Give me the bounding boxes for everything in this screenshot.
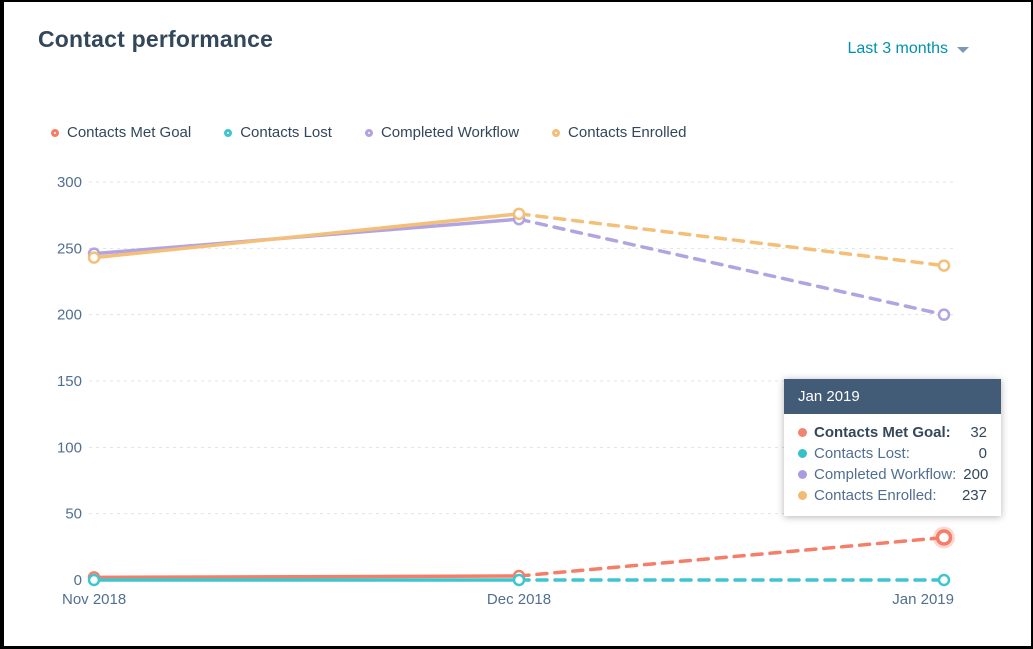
series-line-contacts-met-goal bbox=[92, 574, 521, 580]
caret-down-icon bbox=[957, 47, 969, 53]
chart-tooltip: Jan 2019 Contacts Met Goal: 32 Contacts Lo… bbox=[784, 379, 1001, 516]
legend-label: Completed Workflow bbox=[380, 124, 520, 141]
legend-marker-icon bbox=[364, 128, 373, 137]
tooltip-series-value: 237 bbox=[961, 487, 987, 504]
legend-item-contacts-met-goal[interactable]: Contacts Met Goal bbox=[51, 124, 191, 141]
tooltip-series-value: 200 bbox=[963, 466, 989, 483]
date-range-label: Last 3 months bbox=[847, 40, 949, 57]
series-dot-icon bbox=[798, 470, 807, 479]
data-point-marker-contacts-met-goal[interactable] bbox=[935, 529, 953, 546]
x-tick-label: Jan 2019 bbox=[892, 591, 954, 608]
data-point-marker-contacts-lost[interactable] bbox=[512, 573, 526, 587]
data-point-marker-contacts-enrolled[interactable] bbox=[512, 207, 526, 221]
contact-performance-chart[interactable]: 0 50 100 150 200 250 300 Nov 2018 Dec 2018 Jan 20… bbox=[4, 2, 1033, 649]
series-line-contacts-met-goal bbox=[517, 535, 946, 578]
legend-marker-icon bbox=[224, 128, 233, 137]
tooltip-row-contacts-met-goal-: Contacts Met Goal: 32 bbox=[798, 422, 987, 443]
legend-item-contacts-lost[interactable]: Contacts Lost bbox=[224, 124, 332, 141]
y-tick-label: 250 bbox=[57, 240, 82, 257]
y-tick-label: 300 bbox=[57, 174, 82, 191]
tooltip-series-label: Contacts Met Goal: bbox=[814, 424, 951, 441]
tooltip-series-value: 32 bbox=[970, 424, 987, 441]
x-tick-label: Nov 2018 bbox=[62, 591, 126, 608]
data-point-marker-contacts-lost[interactable] bbox=[87, 573, 101, 587]
series-dot-icon bbox=[798, 449, 807, 458]
legend-marker-icon bbox=[51, 128, 59, 137]
series-dot-icon bbox=[798, 428, 807, 437]
legend-label: Contacts Met Goal bbox=[67, 124, 192, 141]
chart-legend: Contacts Met Goal Contacts Lost Completed … bbox=[51, 124, 686, 141]
series-dot-icon bbox=[798, 491, 807, 500]
legend-item-completed-workflow[interactable]: Completed Workflow bbox=[364, 124, 520, 141]
legend-label: Contacts Lost bbox=[240, 124, 332, 141]
data-point-marker-completed-workflow[interactable] bbox=[937, 308, 951, 321]
y-tick-label: 150 bbox=[57, 373, 82, 390]
tooltip-series-label: Completed Workflow: bbox=[814, 466, 957, 483]
tooltip-title: Jan 2019 bbox=[784, 379, 1001, 414]
legend-label: Contacts Enrolled bbox=[568, 124, 687, 141]
data-point-marker-contacts-lost[interactable] bbox=[937, 573, 951, 587]
tooltip-series-label: Contacts Lost: bbox=[814, 445, 910, 462]
tooltip-row-completed-workflow-: Completed Workflow: 200 bbox=[798, 464, 989, 485]
series-line-contacts-enrolled bbox=[92, 212, 521, 260]
tooltip-row-contacts-enrolled-: Contacts Enrolled: 237 bbox=[798, 485, 987, 506]
legend-item-contacts-enrolled[interactable]: Contacts Enrolled bbox=[552, 124, 686, 141]
y-tick-label: 200 bbox=[57, 307, 82, 324]
series-line-contacts-enrolled bbox=[517, 212, 946, 268]
y-tick-label: 100 bbox=[57, 439, 82, 456]
data-point-marker-contacts-enrolled[interactable] bbox=[937, 259, 951, 272]
y-tick-label: 50 bbox=[65, 506, 82, 523]
series-line-completed-workflow bbox=[517, 217, 946, 317]
tooltip-body: Contacts Met Goal: 32 Contacts Lost: 0 Compl… bbox=[784, 414, 1001, 516]
x-tick-label: Dec 2018 bbox=[487, 591, 551, 608]
page-title: Contact performance bbox=[38, 26, 274, 52]
y-tick-label: 0 bbox=[74, 572, 82, 589]
tooltip-row-contacts-lost-: Contacts Lost: 0 bbox=[798, 443, 987, 464]
tooltip-series-value: 0 bbox=[978, 445, 987, 462]
date-range-selector[interactable]: Last 3 months bbox=[847, 40, 969, 58]
legend-marker-icon bbox=[552, 128, 561, 137]
tooltip-series-label: Contacts Enrolled: bbox=[814, 487, 937, 504]
data-point-marker-contacts-enrolled[interactable] bbox=[87, 251, 101, 264]
